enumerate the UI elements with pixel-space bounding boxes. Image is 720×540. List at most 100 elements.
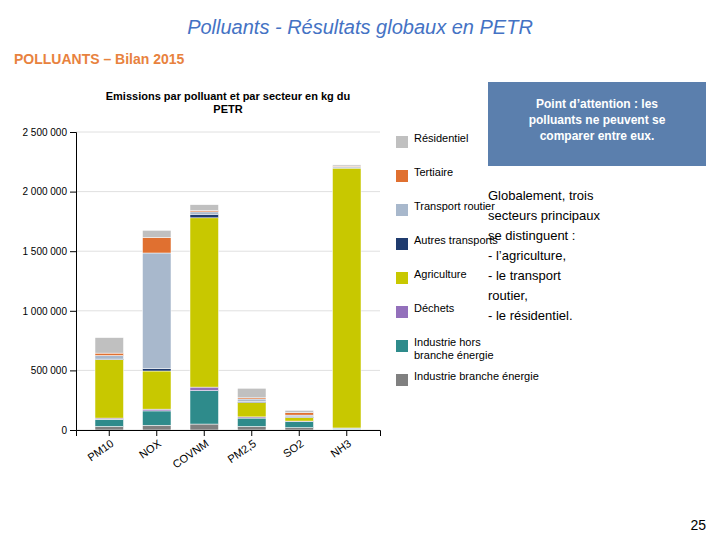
page-title: Polluants - Résultats globaux en PETR <box>187 16 533 38</box>
y-tick-label: 1 000 000 <box>23 306 68 317</box>
legend-swatch <box>396 170 408 182</box>
legend-swatch <box>396 204 408 216</box>
bar-segment <box>238 388 267 398</box>
bar-segment <box>190 205 219 211</box>
bars <box>95 165 361 430</box>
series <box>95 167 361 417</box>
bar-segment <box>285 428 314 430</box>
x-tick-label: PM2,5 <box>225 437 258 465</box>
bar-segment <box>190 424 219 430</box>
legend-label: Tertiaire <box>414 166 453 178</box>
page: Polluants - Résultats globaux en PETRPOL… <box>0 0 720 540</box>
y-tick: 1 000 000 <box>23 306 77 317</box>
y-tick-label: 500 000 <box>31 365 68 376</box>
bar-segment <box>238 403 267 417</box>
bar-segment <box>285 417 314 421</box>
legend-label: Agriculture <box>414 268 467 280</box>
series <box>95 165 361 413</box>
legend-item: Résidentiel <box>396 132 468 148</box>
legend-swatch <box>396 306 408 318</box>
bar-segment <box>238 418 267 426</box>
bar-segment <box>190 218 219 387</box>
bar-segment <box>95 338 124 353</box>
legend-item: Industrie horsbranche énergie <box>396 336 494 361</box>
y-tick: 0 <box>61 425 76 436</box>
grid-line <box>76 132 380 133</box>
bar-segment <box>333 168 362 428</box>
bar-segment <box>143 369 172 371</box>
bar-segment <box>333 167 362 168</box>
x-tick: COVNM <box>170 430 210 470</box>
legend-label: Résidentiel <box>414 132 468 144</box>
y-axis: 0 500 000 1 000 000 1 500 000 2 000 000 2 500… <box>23 127 77 436</box>
series <box>95 168 361 428</box>
bar-segment <box>143 409 172 411</box>
legend-label: Déchets <box>414 302 455 314</box>
note-box <box>488 82 706 166</box>
y-axis-line <box>70 133 77 431</box>
x-tick-mark <box>251 430 252 436</box>
bar-segment <box>333 165 362 166</box>
x-tick: NH3 <box>328 430 353 460</box>
x-tick: PM2,5 <box>225 430 258 465</box>
y-tick: 2 500 000 <box>23 127 77 138</box>
x-tick-label: SO2 <box>281 437 306 459</box>
subtitle: POLLUANTS – Bilan 2015 <box>14 51 185 67</box>
bar-segment <box>190 391 219 424</box>
bar-segment <box>333 167 362 168</box>
y-tick-mark <box>70 311 76 312</box>
y-tick-mark <box>70 251 76 252</box>
x-tick-label: COVNM <box>170 437 210 470</box>
legend-swatch <box>396 340 408 352</box>
x-tick: NOX <box>137 430 164 461</box>
bar-segment <box>143 411 172 425</box>
series <box>95 168 361 418</box>
legend-label: Industrie branche énergie <box>414 370 539 382</box>
y-tick-mark <box>70 430 76 431</box>
legend-swatch <box>396 272 408 284</box>
bar-segment <box>190 212 219 214</box>
x-tick-label: PM10 <box>85 437 115 463</box>
bar-segment <box>333 428 362 429</box>
legend-item: Tertiaire <box>396 166 453 182</box>
bar-segment <box>95 353 124 355</box>
bar-segment <box>333 166 362 168</box>
bar-segment <box>333 429 362 430</box>
side-text: Globalement, troissecteurs principauxse … <box>488 188 600 323</box>
y-tick-mark <box>70 192 76 193</box>
bar-segment <box>285 413 314 415</box>
bar-segment <box>190 387 219 391</box>
grid <box>76 132 380 430</box>
bar-segment <box>95 426 124 430</box>
y-tick-mark <box>70 370 76 371</box>
x-tick: SO2 <box>281 430 306 460</box>
y-tick: 500 000 <box>31 365 76 376</box>
y-tick: 1 500 000 <box>23 246 77 257</box>
legend-swatch <box>396 136 408 148</box>
bar-segment <box>95 360 124 418</box>
page-number: 25 <box>690 517 706 533</box>
y-tick: 2 000 000 <box>23 186 77 197</box>
x-tick: PM10 <box>85 430 115 463</box>
legend-swatch <box>396 374 408 386</box>
x-tick-mark <box>109 430 110 436</box>
legend-item: Autres transports <box>396 234 498 250</box>
chart-title: Emissions par polluant et par secteur en… <box>106 90 351 115</box>
y-tick-label: 0 <box>61 425 67 436</box>
x-tick-mark <box>156 430 157 436</box>
bar-segment <box>143 230 172 237</box>
legend-item: Transport routier <box>396 200 495 216</box>
bar-segment <box>95 356 124 360</box>
bar-segment <box>143 253 172 369</box>
series <box>95 391 361 430</box>
bar-segment <box>285 422 314 428</box>
legend-item: Industrie branche énergie <box>396 370 539 386</box>
bar-segment <box>95 419 124 426</box>
bar-segment <box>143 425 172 430</box>
x-tick-mark <box>346 430 347 436</box>
x-tick-label: NH3 <box>328 437 353 459</box>
x-tick-label: NOX <box>137 437 164 461</box>
legend-item: Déchets <box>396 302 455 318</box>
bar-segment <box>238 426 267 430</box>
bar-segment <box>143 237 172 252</box>
